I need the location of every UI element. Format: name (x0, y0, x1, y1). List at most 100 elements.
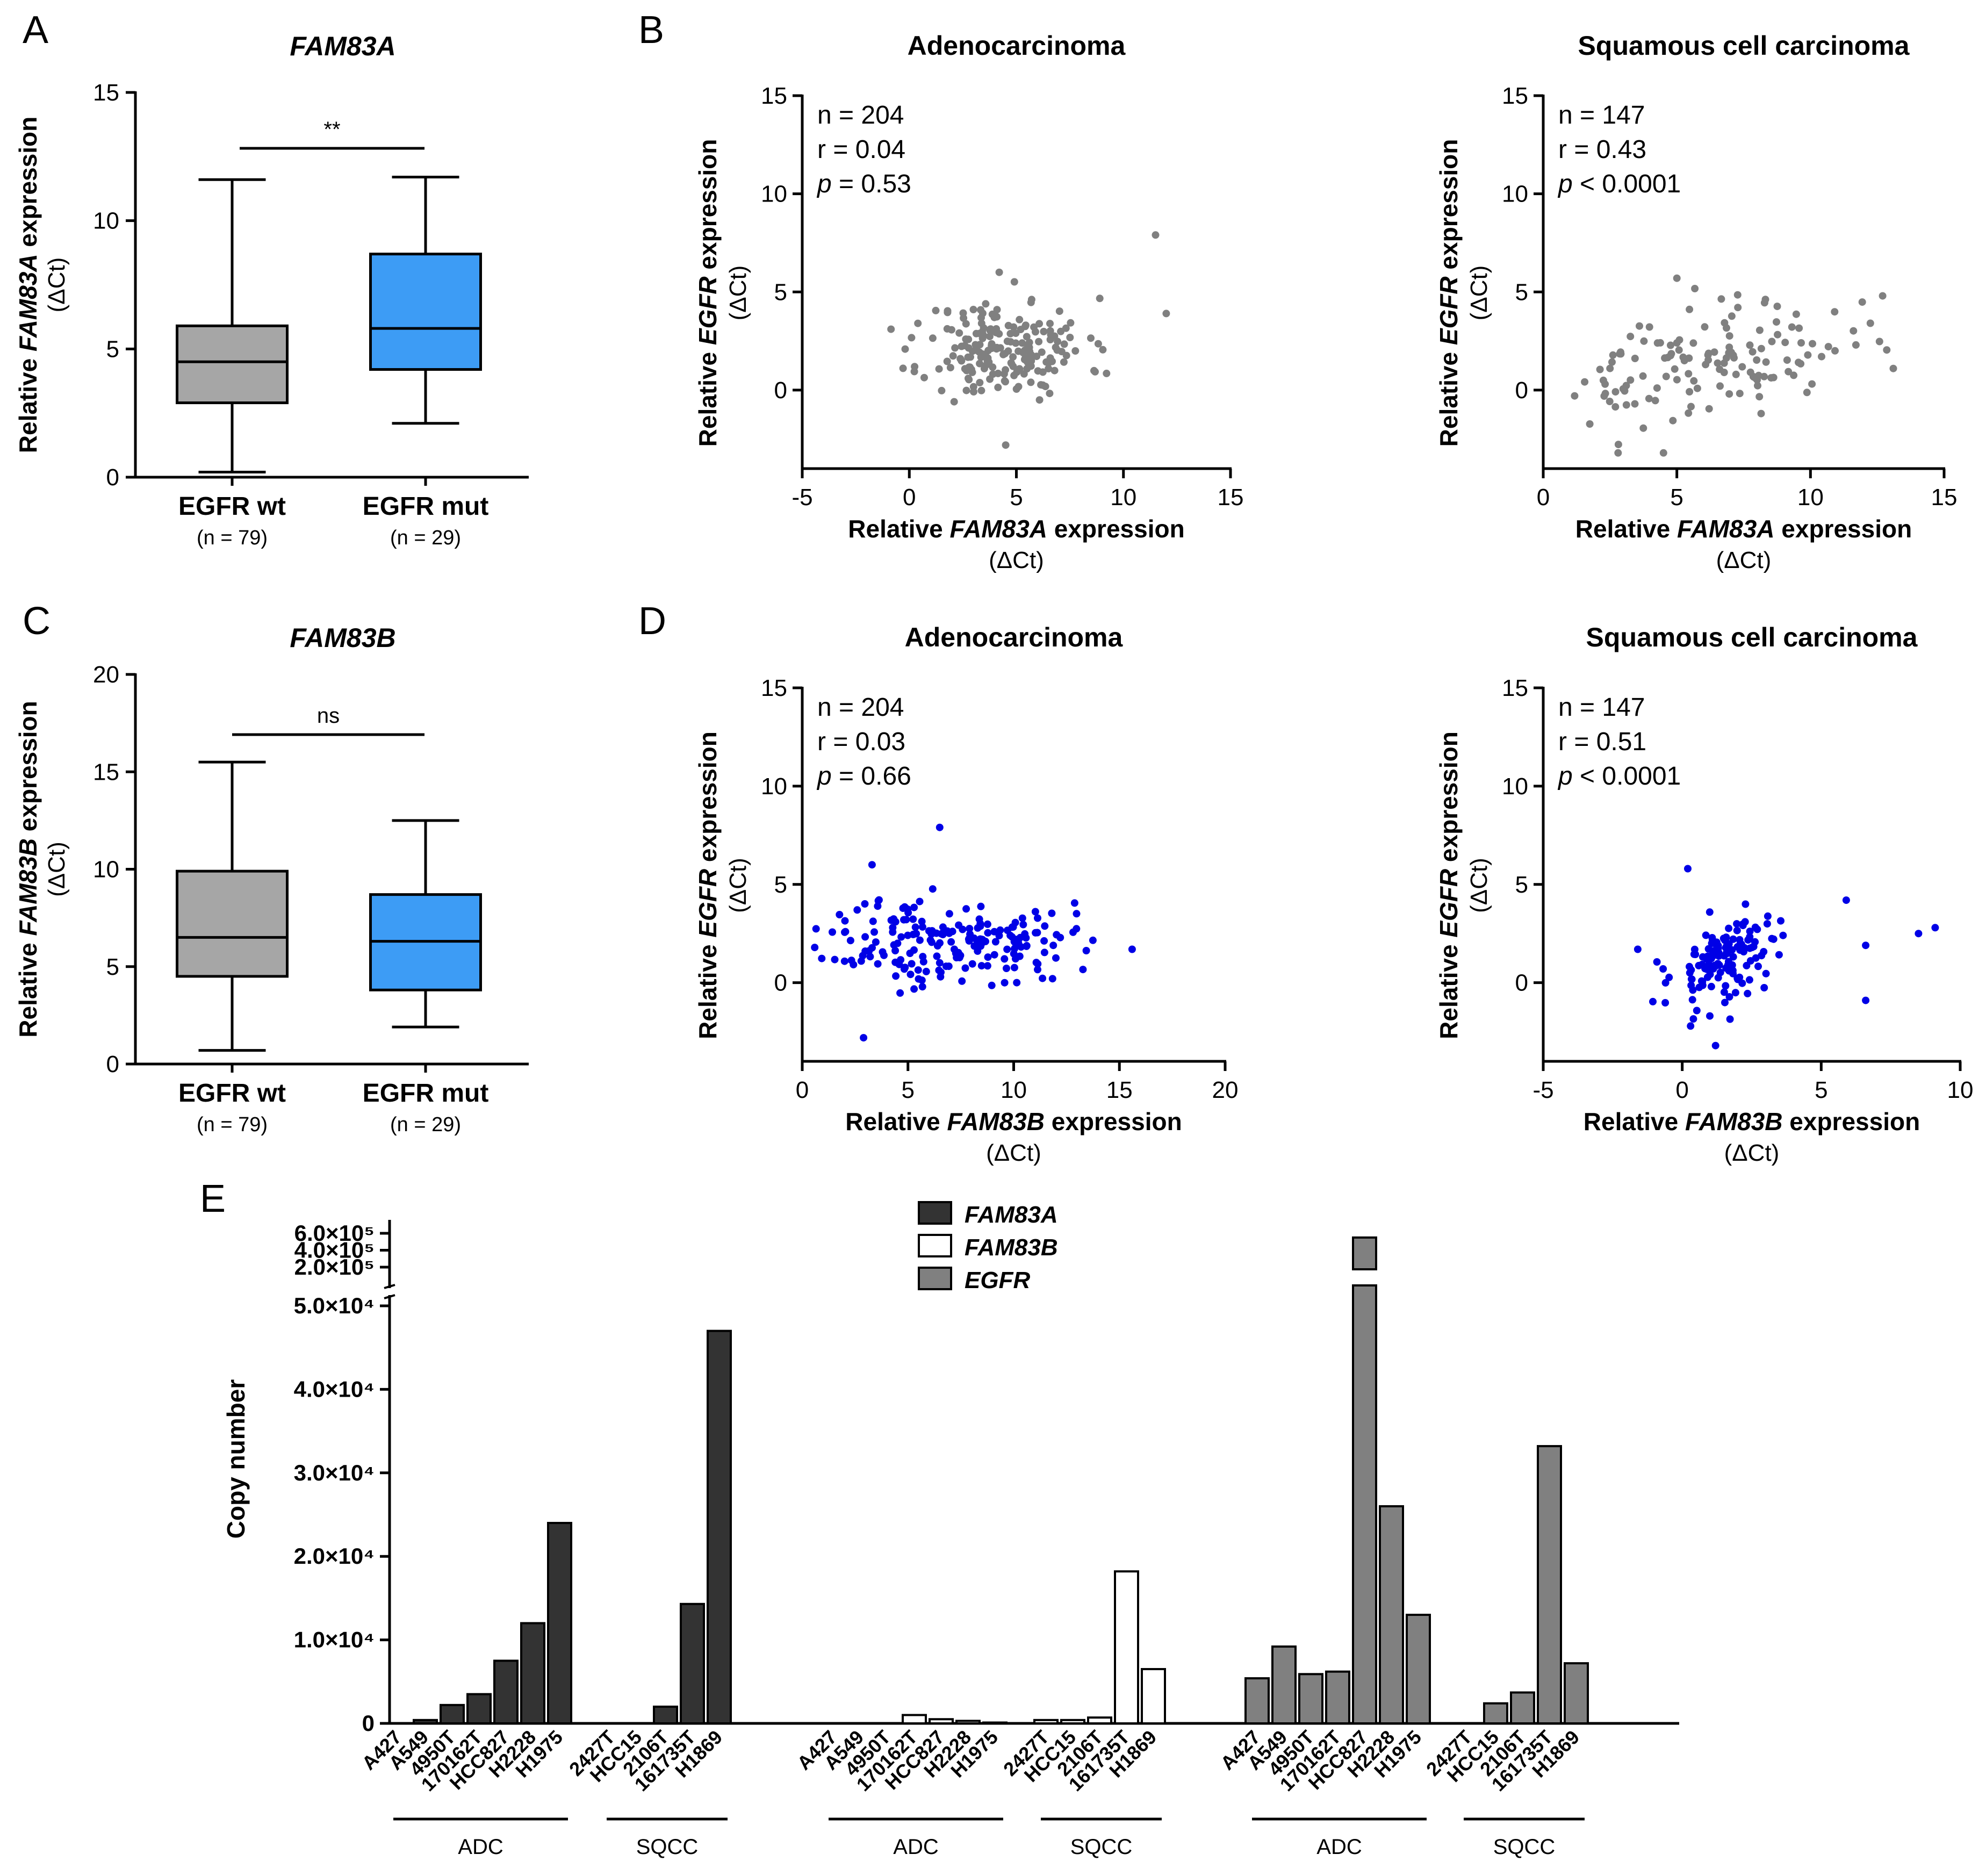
box-plot-fam83a: FAM83A 0 5 10 15 Relative FAM83A expression(Δ… (14, 31, 529, 549)
y-axis-title-pre: Relative (14, 936, 42, 1037)
scatter-point (1769, 373, 1778, 382)
stat-r: r = 0.51 (1558, 728, 1646, 756)
stat-p-symbol: p (816, 170, 832, 198)
scatter-point (1050, 366, 1059, 375)
scatter-point (985, 333, 994, 341)
scatter-point (1915, 930, 1923, 938)
y-axis-title: Relative FAM83A expression (14, 117, 42, 453)
scatter-point (831, 955, 839, 964)
scatter-point (1033, 353, 1041, 361)
bar (1271, 1645, 1297, 1724)
scatter-point (1732, 370, 1740, 378)
scatter-point (1781, 339, 1789, 347)
scatter-point (978, 328, 987, 336)
scatter-point (1740, 948, 1747, 955)
x-axis-title-post: expression (1047, 515, 1185, 543)
x-tick-label: 15 (1106, 1077, 1133, 1103)
scatter-point (1712, 938, 1721, 946)
scatter-point (962, 905, 970, 913)
box-iqr (176, 324, 289, 405)
scatter-point (1746, 341, 1754, 349)
stat-p: p = 0.53 (816, 170, 911, 198)
scatter-point (999, 350, 1008, 358)
scatter-point (961, 964, 969, 972)
scatter-point (984, 953, 992, 961)
scatter-point (959, 925, 967, 933)
group-n-label: (n = 79) (197, 1113, 268, 1136)
scatter-point (1616, 348, 1624, 356)
scatter-point (1039, 381, 1047, 389)
scatter-point (984, 354, 992, 362)
scatter-point (1768, 337, 1776, 346)
scatter-point (868, 861, 876, 869)
scatter-point (1001, 377, 1009, 385)
x-tick-label: 20 (1212, 1077, 1239, 1103)
scatter-point (918, 976, 926, 984)
scatter-point (974, 939, 982, 947)
scatter-point (1702, 361, 1710, 369)
scatter-point (1733, 974, 1742, 982)
y-axis-title-post: expression (1435, 731, 1463, 869)
scatter-point (969, 306, 977, 313)
scatter-point (1809, 340, 1816, 348)
scatter-point (1883, 346, 1891, 354)
panel-label-e: E (200, 1177, 226, 1220)
panel-label-b: B (638, 9, 664, 52)
scatter-point (910, 985, 918, 993)
scatter-point (1706, 971, 1714, 979)
scatter-point (1099, 346, 1107, 354)
bar (466, 1693, 492, 1725)
scatter-point (1622, 401, 1630, 409)
scatter-point (936, 959, 944, 967)
scatter-point (1721, 319, 1729, 327)
scatter-point (912, 930, 920, 938)
scatter-point (1742, 900, 1750, 908)
scatter-point (1667, 341, 1674, 349)
scatter-point (1060, 340, 1068, 348)
scatter-point (1010, 323, 1018, 331)
scatter-point (910, 903, 918, 911)
x-axis-title-pre: Relative (845, 1108, 947, 1135)
scatter-point (962, 320, 970, 328)
x-axis-title-pre: Relative (1584, 1108, 1685, 1135)
scatter-point (1023, 942, 1031, 950)
bar (520, 1622, 545, 1725)
scatter-point (892, 972, 900, 980)
scatter-point (1009, 362, 1017, 370)
scatter-point (1744, 989, 1752, 997)
scatter-point (976, 379, 984, 386)
y-tick-label: 15 (93, 80, 119, 106)
scatter-point (990, 951, 998, 959)
group-label: SQCC (1493, 1835, 1556, 1859)
scatter-point (1708, 947, 1716, 955)
chart-title: Adenocarcinoma (908, 31, 1126, 61)
scatter-point (1687, 966, 1695, 974)
scatter-point (1645, 394, 1653, 402)
scatter-point (1693, 1007, 1701, 1015)
y-axis-title-post: expression (14, 701, 42, 838)
y-axis-title-post: expression (694, 731, 722, 869)
scatter-point (1601, 390, 1609, 398)
scatter-point (1688, 996, 1696, 1004)
scatter-point (1690, 377, 1698, 385)
scatter-point (1002, 441, 1010, 449)
scatter-point (1762, 358, 1770, 366)
y-tick-label: 4.0×10⁴ (294, 1376, 375, 1401)
scatter-point (1760, 299, 1768, 307)
scatter-point (1804, 351, 1812, 359)
scatter-sqcc-fam83b: Squamous cell carcinoma 0 5 10 15 -5 0 5 10 Relat… (1435, 622, 1973, 1166)
scatter-point (1089, 936, 1097, 944)
x-axis-title-gene: FAM83B (947, 1108, 1045, 1135)
legend-label: FAM83A (965, 1202, 1058, 1228)
x-tick-label: 15 (1931, 484, 1958, 511)
scatter-point (984, 929, 992, 937)
scatter-point (1685, 370, 1693, 378)
scatter-point (943, 325, 951, 333)
scatter-point (1035, 320, 1044, 328)
scatter-point (1032, 959, 1040, 967)
scatter-point (1728, 312, 1736, 320)
scatter-point (1684, 865, 1692, 873)
scatter-point (1010, 945, 1018, 953)
scatter-point (1702, 955, 1710, 963)
scatter-point (1754, 962, 1762, 971)
